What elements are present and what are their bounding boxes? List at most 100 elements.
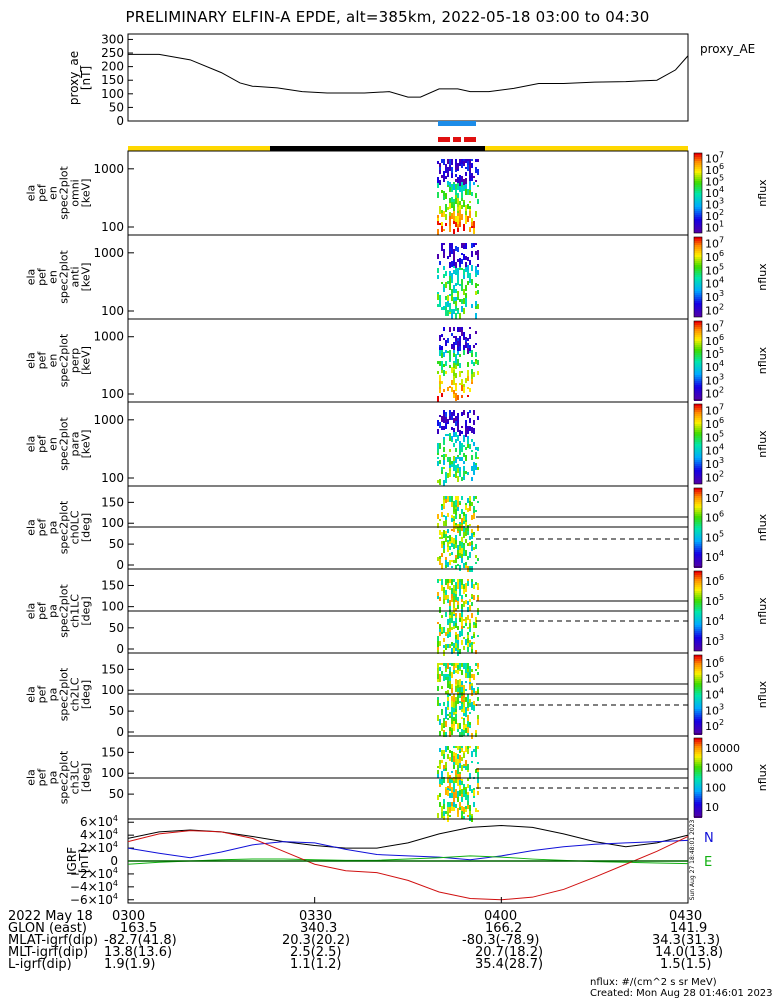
spectrogram-cell — [457, 723, 459, 729]
spectrogram-cell — [449, 783, 451, 789]
spectrogram-cell — [453, 516, 455, 519]
spectrogram-cell — [465, 528, 467, 530]
spectrogram-cell — [457, 291, 459, 297]
spectrogram-cell — [467, 647, 469, 652]
spectrogram-cell — [461, 443, 463, 448]
spectrogram-cell — [477, 250, 479, 256]
spectrogram-cell — [463, 224, 465, 229]
spectrogram-cell — [455, 189, 457, 195]
spectrogram-cell — [459, 284, 461, 286]
spectrogram-cell — [437, 396, 439, 402]
spectrogram-cell — [461, 426, 463, 428]
spectrogram-cell — [457, 273, 459, 276]
spectrogram-cell — [461, 806, 463, 811]
spectrogram-cell — [441, 366, 443, 370]
spectrogram-cell — [457, 211, 459, 213]
colorbar-cell — [694, 478, 702, 480]
spectrogram-cell — [475, 733, 477, 737]
spectrogram-cell — [461, 259, 463, 264]
spectrogram-cell — [449, 243, 451, 245]
spectrogram-cell — [449, 165, 451, 171]
spectrogram-cell — [447, 422, 449, 424]
spectrogram-cell — [461, 523, 463, 525]
spectrogram-cell — [449, 750, 451, 753]
spectrogram-cell — [443, 249, 445, 253]
spectrogram-cell — [447, 434, 449, 436]
spectrogram-cell — [475, 352, 477, 357]
spectrogram-cell — [461, 205, 463, 209]
colorbar-cell — [694, 764, 702, 766]
spectrogram-cell — [445, 590, 447, 595]
colorbar-cell — [694, 389, 702, 391]
spectrogram-cell — [469, 159, 471, 165]
spectrogram-cell — [461, 159, 463, 164]
colorbar-cell — [694, 157, 702, 159]
spectrogram-cell — [477, 371, 479, 375]
colorbar-cell — [694, 621, 702, 623]
colorbar-cell — [694, 193, 702, 195]
spectrogram-cell — [453, 781, 455, 783]
spectrogram-cell — [437, 449, 439, 453]
spectrogram-cell — [477, 608, 479, 612]
spectrogram-cell — [455, 663, 457, 668]
spectrogram-cell — [451, 440, 453, 442]
spectrogram-cell — [461, 709, 463, 712]
spectrogram-cell — [475, 510, 477, 512]
spectrogram-cell — [439, 556, 441, 559]
spectrogram-cell — [447, 690, 449, 694]
colorbar-cell — [694, 426, 702, 428]
spectrogram-cell — [453, 432, 455, 437]
spectrogram-cell — [443, 414, 445, 419]
colorbar-cell — [694, 643, 702, 645]
spectrogram-cell — [445, 674, 447, 677]
spectrogram-cell — [467, 370, 469, 376]
colorbar-cell — [694, 731, 702, 733]
spectrogram-cell — [461, 306, 463, 312]
spectrogram-cell — [467, 638, 469, 643]
spectrogram-cell — [461, 685, 463, 687]
spectrogram-cell — [443, 191, 445, 196]
spectrogram-cell — [463, 532, 465, 538]
spectrogram-cell — [461, 496, 463, 500]
axis-label-line: pef — [36, 601, 49, 620]
spectrogram-cell — [451, 594, 453, 596]
spectrogram-cell — [461, 604, 463, 609]
day-bar — [128, 146, 270, 151]
spectrogram-cell — [439, 802, 441, 807]
spectrogram-cell — [441, 553, 443, 557]
spectrogram-cell — [451, 560, 453, 562]
spectrogram-cell — [439, 679, 441, 682]
spectrogram-cell — [467, 801, 469, 805]
colorbar-cell — [694, 163, 702, 165]
spectrogram-cell — [443, 549, 445, 553]
spectrogram-cell — [461, 765, 463, 771]
colorbar-cell — [694, 207, 702, 209]
spectrogram-cell — [457, 527, 459, 531]
spectrogram-cell — [439, 784, 441, 787]
colorbar-cell — [694, 464, 702, 466]
spectrogram-cell — [447, 697, 449, 701]
spectrogram-cell — [447, 529, 449, 533]
colorbar-cell — [694, 595, 702, 597]
y-tick-label: −4×104 — [70, 879, 118, 894]
xaxis-tick-label: 34.3(31.3) — [652, 933, 721, 948]
legend-label: E — [704, 855, 712, 870]
spectrogram-cell — [473, 632, 475, 634]
spectrogram-cell — [467, 696, 469, 702]
spectrogram-cell — [469, 418, 471, 423]
xaxis-tick-label: 13.8(13.6) — [104, 945, 173, 960]
y-tick-label: 100 — [101, 600, 124, 614]
spectrogram-cell — [459, 363, 461, 368]
spectrogram-cell — [455, 582, 457, 585]
spectrogram-cell — [453, 789, 455, 792]
spectrogram-cell — [453, 777, 455, 781]
colorbar-cell — [694, 189, 702, 191]
spectrogram-cell — [459, 772, 461, 774]
spectrogram-cell — [461, 371, 463, 373]
axis-label-line: [keV] — [80, 179, 93, 208]
spectrogram-cell — [463, 790, 465, 795]
spectrogram-cell — [447, 183, 449, 185]
colorbar-cell — [694, 542, 702, 544]
spectrogram-cell — [461, 268, 463, 270]
colorbar-cell — [694, 719, 702, 721]
